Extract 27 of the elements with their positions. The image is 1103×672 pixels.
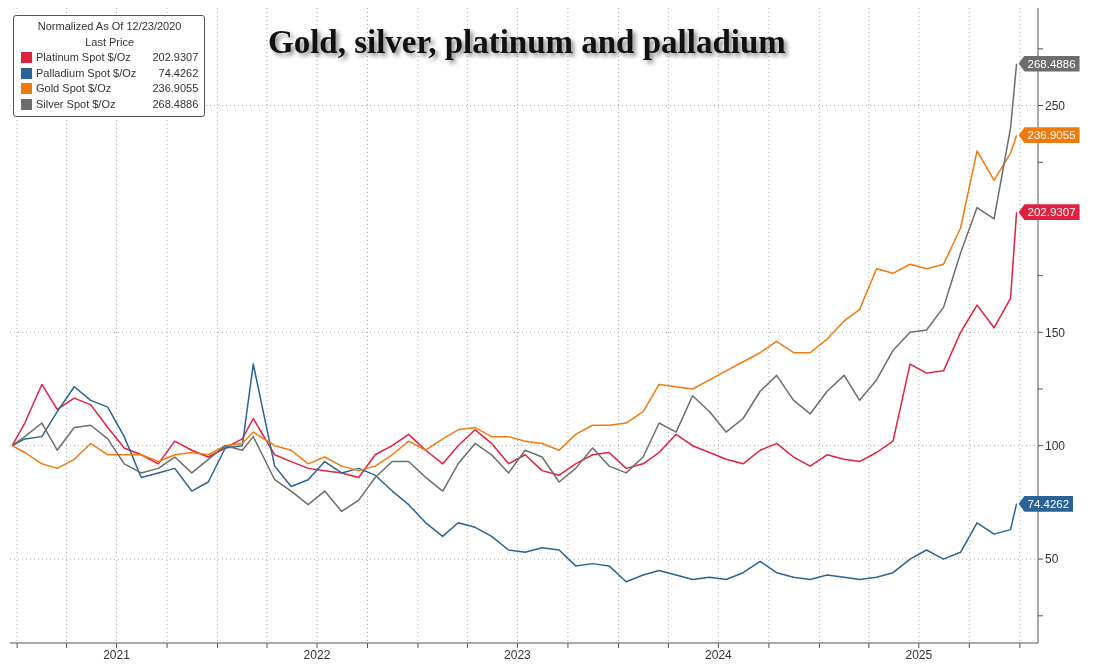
line-series	[11, 211, 1018, 479]
annotation: Last Price	[84, 34, 136, 50]
x-tick-label: 2021	[103, 647, 131, 662]
y-tick-label: 150	[1045, 325, 1066, 340]
data-label: 236.9055	[1018, 127, 1080, 144]
x-tick-label: 2022	[303, 647, 331, 662]
x-tick-label: 2025	[905, 647, 933, 662]
data-label: 74.4262	[1018, 495, 1074, 512]
legend-label: Gold Spot $/Oz	[36, 81, 113, 96]
legend-label: Platinum Spot $/Oz	[36, 50, 132, 65]
text: 202.9307	[152, 51, 199, 63]
y-tick-label: 250	[1045, 98, 1066, 113]
line-series	[11, 134, 1018, 472]
text: 236.9055	[152, 82, 199, 94]
text: 74.4262	[158, 66, 199, 79]
text: Gold, silver, platinum and palladium	[268, 24, 786, 61]
text: 268.4886	[152, 97, 199, 110]
x-tick-label: 2024	[705, 647, 733, 662]
y-tick-label: 100	[1045, 438, 1066, 453]
line-series	[11, 62, 1018, 513]
x-tick-label: 2023	[504, 647, 532, 662]
legend-label: Silver Spot $/Oz	[36, 96, 117, 112]
legend-label: Palladium Spot $/Oz	[36, 65, 137, 81]
legend-title: Normalized As Of 12/23/2020	[36, 19, 183, 34]
y-tick-label: 50	[1045, 552, 1059, 567]
data-label: 202.9307	[1018, 204, 1080, 221]
data-label: 268.4886	[1018, 55, 1080, 72]
